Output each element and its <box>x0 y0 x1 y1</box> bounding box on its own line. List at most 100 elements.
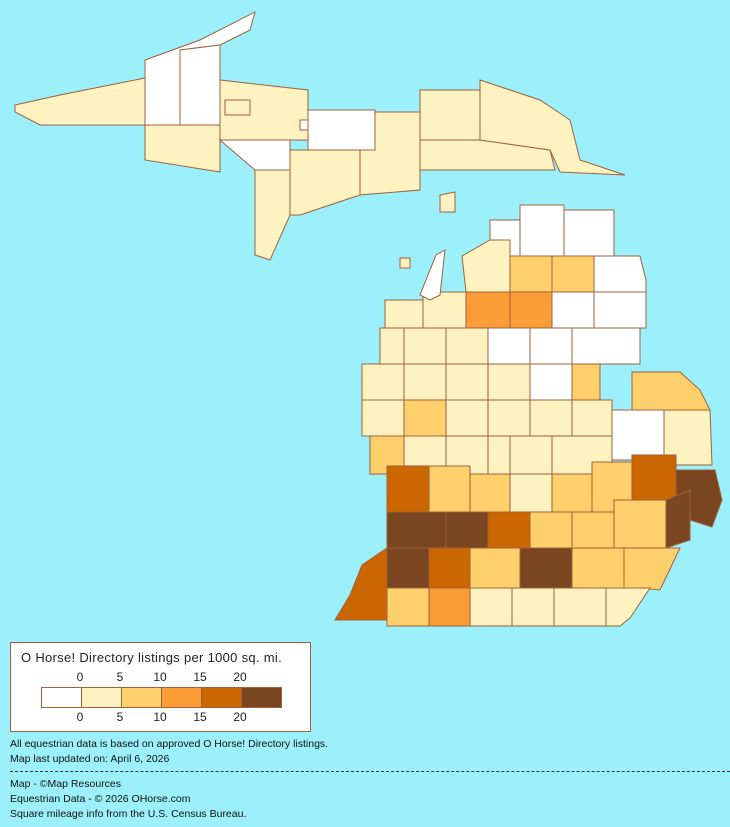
county-region <box>487 435 511 475</box>
county-region <box>487 399 531 437</box>
county-region <box>487 511 531 549</box>
last-updated-note: Map last updated on: April 6, 2026 <box>10 753 170 765</box>
tick-label: 5 <box>116 670 124 684</box>
county-region <box>428 465 471 513</box>
map-credit: Map - ©Map Resources <box>10 778 122 790</box>
county-region <box>439 191 456 213</box>
michigan-county-map <box>14 11 723 627</box>
county-region <box>399 257 411 269</box>
county-region <box>571 547 625 589</box>
county-region <box>428 547 471 589</box>
county-region <box>379 327 405 365</box>
county-region <box>445 511 489 549</box>
county-region <box>419 249 446 301</box>
legend-ticks-bottom: 0 5 10 15 20 <box>11 710 311 724</box>
county-region <box>529 399 573 437</box>
county-region <box>509 435 553 475</box>
tick-label: 15 <box>193 670 207 684</box>
county-region <box>663 409 713 466</box>
legend-title: O Horse! Directory listings per 1000 sq.… <box>21 650 283 665</box>
data-source-note: All equestrian data is based on approved… <box>10 738 329 750</box>
county-region <box>529 327 573 365</box>
county-region <box>593 291 647 329</box>
county-region <box>445 399 489 437</box>
county-region <box>218 139 291 171</box>
county-region <box>571 363 601 401</box>
county-region <box>605 587 651 627</box>
county-region <box>461 239 511 293</box>
county-region <box>403 363 447 401</box>
county-region <box>445 363 489 401</box>
county-region <box>551 473 593 513</box>
county-region <box>254 169 291 261</box>
county-region <box>445 327 489 365</box>
tick-label: 10 <box>153 670 167 684</box>
county-region <box>553 587 607 627</box>
legend-swatch <box>82 688 122 707</box>
county-region <box>487 327 531 365</box>
county-region <box>361 363 405 401</box>
legend-ticks-top: 0 5 10 15 20 <box>11 670 311 684</box>
county-region <box>529 511 573 549</box>
county-region <box>386 465 430 513</box>
county-region <box>384 299 424 329</box>
county-region <box>361 399 405 437</box>
county-region <box>509 473 553 513</box>
county-region <box>529 363 573 401</box>
legend-color-scale <box>41 687 282 708</box>
county-region <box>428 587 471 627</box>
county-region <box>631 371 711 411</box>
county-region <box>224 99 251 116</box>
county-region <box>571 511 615 549</box>
county-region <box>611 409 665 461</box>
legend-swatch <box>202 688 242 707</box>
county-region <box>386 511 447 549</box>
county-region <box>563 209 615 257</box>
county-region <box>289 149 361 216</box>
county-region <box>551 291 595 329</box>
county-region <box>465 291 511 329</box>
county-region <box>307 109 376 151</box>
divider <box>10 771 730 772</box>
tick-label: 0 <box>76 710 84 724</box>
county-region <box>479 79 626 176</box>
county-region <box>419 89 481 141</box>
legend-swatch <box>242 688 281 707</box>
county-region <box>14 77 146 126</box>
county-region <box>509 291 553 329</box>
county-region <box>386 587 430 627</box>
county-region <box>613 499 667 549</box>
county-region <box>299 119 309 131</box>
tick-label: 10 <box>153 710 167 724</box>
tick-label: 5 <box>116 710 124 724</box>
county-region <box>551 255 595 293</box>
county-region <box>419 139 556 171</box>
legend: O Horse! Directory listings per 1000 sq.… <box>10 642 311 732</box>
county-region <box>511 587 555 627</box>
county-region <box>593 255 647 293</box>
county-region <box>469 473 511 513</box>
data-credit: Equestrian Data - © 2026 OHorse.com <box>10 793 191 805</box>
legend-swatch <box>122 688 162 707</box>
county-region <box>665 489 691 549</box>
county-region <box>623 547 681 591</box>
legend-swatch <box>162 688 202 707</box>
county-region <box>509 255 553 293</box>
county-region <box>179 44 221 126</box>
county-region <box>386 547 430 589</box>
legend-swatch <box>42 688 82 707</box>
tick-label: 20 <box>233 710 247 724</box>
census-credit: Square mileage info from the U.S. Census… <box>10 808 247 820</box>
county-region <box>519 204 565 257</box>
county-region <box>487 363 531 401</box>
county-region <box>469 547 521 589</box>
county-region <box>403 399 447 437</box>
county-region <box>571 327 641 365</box>
county-region <box>334 547 388 621</box>
county-region <box>469 587 513 627</box>
tick-label: 0 <box>76 670 84 684</box>
county-region <box>144 124 221 173</box>
county-region <box>571 399 613 437</box>
county-region <box>403 327 447 365</box>
county-region <box>519 547 573 589</box>
